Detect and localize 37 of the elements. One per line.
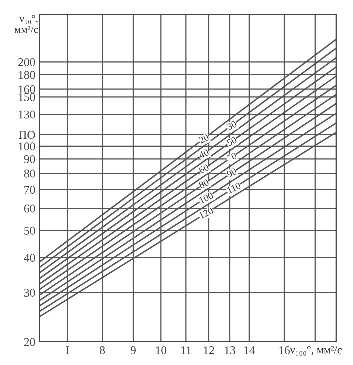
y-tick-label: 160 [19,86,36,94]
text: 110 [226,182,242,194]
x-tick-label: 11 [182,346,192,354]
text: 100 [199,192,214,204]
y-tick-label: 80 [24,170,36,178]
y-tick-label: 20 [24,338,36,346]
y-tick-label: 40 [24,254,36,262]
text: 50 [226,136,238,146]
x-tick-label: I [66,346,70,354]
y-tick-label: ПО [19,131,36,140]
text: 40 [198,149,210,159]
y-tick-label: 70 [24,186,36,194]
x-tick-label: 16 [280,346,290,354]
x-tick-label: 13 [225,346,236,354]
text: 80 [198,179,210,189]
y-tick-label: 100 [19,142,36,151]
text: 120 [199,207,214,220]
x-tick-label: 10 [156,346,167,354]
text: 60 [198,164,210,174]
y-tick-label: 180 [19,71,36,80]
text: 70 [226,152,238,162]
y-tick-label: 130 [19,110,36,119]
text: 20 [198,134,210,144]
y-tick-label: 150 [19,93,36,102]
text: 90 [226,168,238,178]
y-tick-label: 200 [18,58,36,66]
x-tick-label: 9 [130,346,136,354]
y-tick-label: 50 [24,226,36,235]
y-tick-label: 30 [24,288,36,297]
x-tick-label: 14 [244,346,256,354]
text: 30 [226,120,238,131]
x-axis-title: ν₁₀₀°, мм²/с [290,346,342,356]
y-tick-label: 90 [24,155,36,164]
x-tick-label: 12 [204,346,214,354]
x-tick-label: 8 [100,346,106,354]
y-axis-title: ν₅₀°, мм²/с [14,15,38,34]
y-tick-label: 60 [24,204,36,213]
